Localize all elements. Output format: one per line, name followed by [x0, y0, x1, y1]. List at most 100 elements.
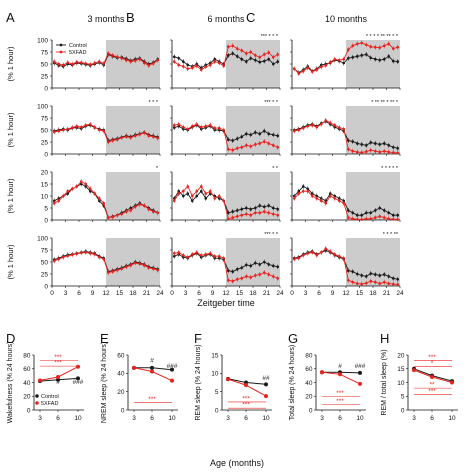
- data-point-fad: [292, 67, 296, 71]
- significance-annotation: **: [429, 382, 435, 389]
- legend-label-5xfad: 5XFAD: [41, 401, 58, 407]
- data-point-control: [387, 275, 391, 278]
- data-point-fad: [115, 55, 119, 59]
- data-point-fad: [75, 60, 79, 64]
- data-point-fad: [66, 254, 70, 258]
- data-point-fad: [57, 199, 61, 203]
- data-point-control: [253, 206, 257, 210]
- data-point-control: [373, 142, 377, 145]
- data-point-control: [391, 145, 395, 149]
- data-point-fad: [75, 252, 79, 256]
- data-point-fad: [235, 215, 239, 218]
- data-point-control: [240, 135, 244, 139]
- dark-phase-shading: [106, 172, 160, 220]
- data-point-control: [271, 133, 275, 137]
- data-point-fad: [79, 125, 83, 129]
- data-point-fad: [181, 65, 185, 68]
- timecourse-panel-B-row1: *** * * *: [170, 34, 281, 90]
- data-point-fad: [235, 277, 239, 281]
- data-point-fad: [310, 123, 314, 127]
- y-tick-label: 15: [397, 366, 405, 373]
- data-point-control: [351, 140, 355, 143]
- data-point-control: [258, 263, 262, 266]
- data-point-fad: [244, 275, 248, 278]
- y-tick-label: 5: [44, 205, 48, 212]
- data-point-fad: [106, 52, 110, 55]
- x-axis-label-zeitgeber: Zeitgeber time: [197, 298, 255, 308]
- y-tick-label: 75: [41, 49, 49, 56]
- data-point-fad: [391, 151, 395, 154]
- significance-stars: * ** ** * ** *: [371, 100, 399, 106]
- data-point-fad: [190, 66, 194, 70]
- data-point-control: [235, 137, 239, 140]
- x-tick-label: 6: [244, 415, 248, 422]
- data-point-fad: [61, 194, 65, 198]
- data-point-fad: [240, 213, 244, 217]
- data-point-control: [262, 205, 266, 209]
- data-point-fad: [324, 247, 328, 250]
- significance-stars: * * * * ** ** * *: [366, 34, 399, 40]
- data-point-fad: [244, 144, 248, 147]
- data-point-fad: [292, 129, 296, 133]
- timecourse-panel-B-row4: 0 3 6 9 12 15 18 21 24 *** * *: [170, 232, 284, 297]
- x-axis-label-age: Age (months): [210, 458, 264, 468]
- data-point-control: [240, 266, 244, 270]
- timecourse-panel-A-row3: 0 5 10 15 20 *: [41, 166, 161, 224]
- data-point-control: [373, 273, 377, 276]
- data-point-fad: [57, 129, 61, 133]
- data-point-fad: [338, 372, 342, 377]
- x-tick-label: 3: [38, 415, 42, 422]
- data-point-fad: [240, 145, 244, 149]
- y-tick-label: 50: [41, 259, 49, 266]
- data-point-fad: [52, 201, 56, 205]
- x-tick-label: 12: [222, 290, 230, 297]
- data-point-fad: [297, 128, 301, 132]
- y-tick-label: 60: [305, 366, 313, 373]
- data-point-fad: [84, 62, 88, 65]
- y-tick-label: 5: [215, 389, 219, 396]
- data-point-fad: [382, 149, 386, 153]
- x-tick-label: 12: [342, 290, 350, 297]
- dark-phase-shading: [226, 40, 280, 88]
- y-tick-label: 15: [211, 352, 219, 359]
- data-point-fad: [258, 211, 262, 215]
- data-point-fad: [369, 279, 373, 283]
- timecourse-panel-C-row3: * * * * *: [290, 166, 401, 222]
- data-point-fad: [115, 138, 119, 141]
- data-point-fad: [129, 264, 133, 267]
- data-point-fad: [231, 44, 235, 48]
- significance-annotation: ###: [355, 363, 366, 370]
- data-point-fad: [151, 267, 155, 271]
- x-tick-label: 6: [56, 415, 60, 422]
- data-point-fad: [120, 267, 124, 271]
- data-point-control: [262, 260, 266, 264]
- data-point-fad: [111, 139, 115, 142]
- data-point-fad: [106, 140, 110, 144]
- y-tick-label: 75: [41, 247, 49, 254]
- data-point-fad: [382, 44, 386, 48]
- data-point-fad: [61, 255, 65, 259]
- data-point-fad: [133, 261, 137, 265]
- data-point-control: [351, 55, 355, 59]
- x-tick-label: 21: [263, 290, 271, 297]
- data-point-fad: [124, 135, 128, 139]
- legend-label-control: Control: [69, 43, 87, 49]
- data-point-fad: [244, 383, 248, 388]
- data-point-fad: [70, 62, 74, 66]
- data-point-fad: [333, 197, 337, 200]
- data-point-control: [258, 60, 262, 64]
- data-point-control: [360, 213, 364, 217]
- data-point-fad: [138, 133, 142, 136]
- data-point-fad: [346, 216, 350, 219]
- data-point-control: [382, 209, 386, 212]
- data-point-control: [355, 142, 359, 145]
- y-tick-label: 40: [23, 380, 31, 387]
- legend-marker-5xfad: [59, 50, 63, 54]
- y-tick-label: 0: [215, 407, 219, 414]
- data-point-fad: [93, 192, 97, 195]
- y-tick-label: 20: [41, 169, 49, 176]
- data-point-fad: [387, 217, 391, 221]
- data-point-fad: [190, 253, 194, 256]
- data-point-fad: [97, 128, 101, 132]
